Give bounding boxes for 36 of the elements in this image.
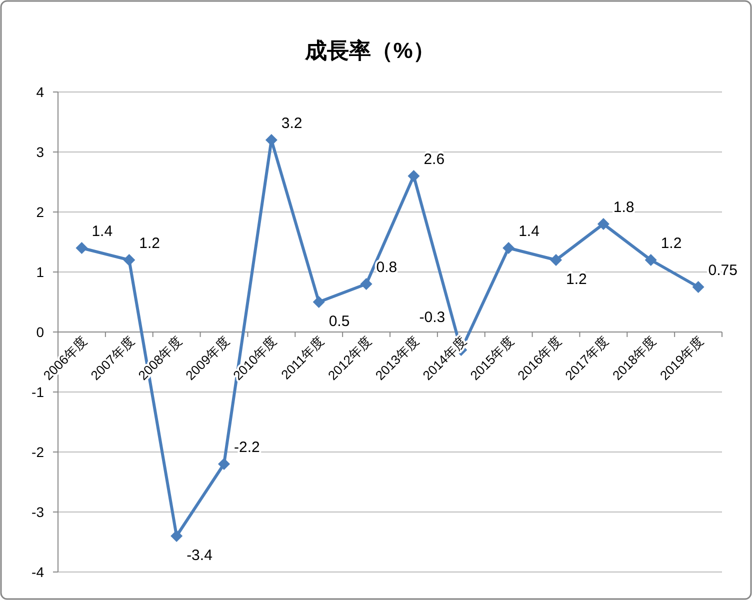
data-label: 1.2 [139,235,160,252]
point [123,254,136,266]
point [408,170,420,182]
data-label: 2.6 [424,151,445,168]
y-tick-label: -1 [32,384,44,400]
y-tick-label: 1 [36,264,44,280]
point [597,218,610,230]
y-tick-label: -3 [32,504,44,520]
data-label: 1.4 [92,223,113,240]
point [644,254,657,266]
data-label: 1.2 [660,235,682,252]
data-label: 1.4 [518,223,540,240]
y-tick-label: -2 [32,444,44,460]
y-tick-label: 3 [36,144,44,160]
point [360,278,372,290]
data-label: -0.3 [419,309,446,326]
point [550,254,562,266]
data-label: 1.8 [613,199,634,216]
y-tick-label: 0 [36,324,44,340]
y-tick-label: -4 [32,564,44,580]
point [76,242,88,254]
data-label: -3.4 [186,547,212,564]
data-label: 3.2 [281,115,302,132]
data-label: 0.8 [376,259,398,276]
data-label: 0.75 [708,262,738,279]
point [170,530,183,542]
data-label: -2.2 [234,439,260,456]
y-tick-label: 2 [36,204,44,220]
data-label: 0.5 [328,313,350,330]
data-label: 1.2 [566,271,587,288]
point [502,242,515,254]
point [312,296,325,308]
y-tick-label: 4 [36,84,44,100]
point [218,458,230,470]
point [692,281,704,293]
chart-title: 成長率（%） [304,38,435,63]
